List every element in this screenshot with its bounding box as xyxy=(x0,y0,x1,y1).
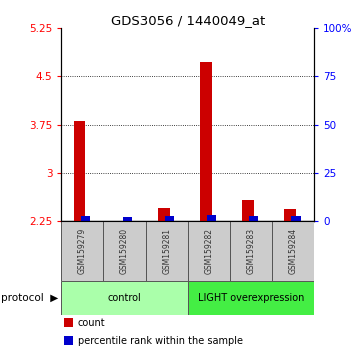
Bar xyxy=(242,200,254,221)
Title: GDS3056 / 1440049_at: GDS3056 / 1440049_at xyxy=(110,14,265,27)
Bar xyxy=(188,281,314,315)
Text: percentile rank within the sample: percentile rank within the sample xyxy=(78,336,243,346)
Bar xyxy=(104,221,145,281)
Bar xyxy=(200,62,212,221)
Bar xyxy=(272,221,314,281)
Bar xyxy=(158,208,170,221)
Text: count: count xyxy=(78,318,105,328)
Bar xyxy=(249,216,258,221)
Bar xyxy=(64,336,73,345)
Bar xyxy=(291,216,301,221)
Bar xyxy=(165,216,174,221)
Text: GSM159284: GSM159284 xyxy=(288,228,297,274)
Text: protocol  ▶: protocol ▶ xyxy=(0,293,58,303)
Bar xyxy=(61,281,188,315)
Bar xyxy=(61,221,104,281)
Bar xyxy=(64,318,73,327)
Bar xyxy=(81,216,90,221)
Bar xyxy=(123,217,132,221)
Bar xyxy=(145,221,188,281)
Text: GSM159280: GSM159280 xyxy=(120,228,129,274)
Text: control: control xyxy=(108,293,142,303)
Text: GSM159282: GSM159282 xyxy=(204,228,213,274)
Bar xyxy=(188,221,230,281)
Text: LIGHT overexpression: LIGHT overexpression xyxy=(198,293,304,303)
Text: GSM159283: GSM159283 xyxy=(247,228,255,274)
Text: GSM159281: GSM159281 xyxy=(162,228,171,274)
Bar xyxy=(230,221,272,281)
Bar xyxy=(284,209,296,221)
Bar xyxy=(207,215,216,221)
Text: GSM159279: GSM159279 xyxy=(78,228,87,274)
Bar xyxy=(74,121,86,221)
